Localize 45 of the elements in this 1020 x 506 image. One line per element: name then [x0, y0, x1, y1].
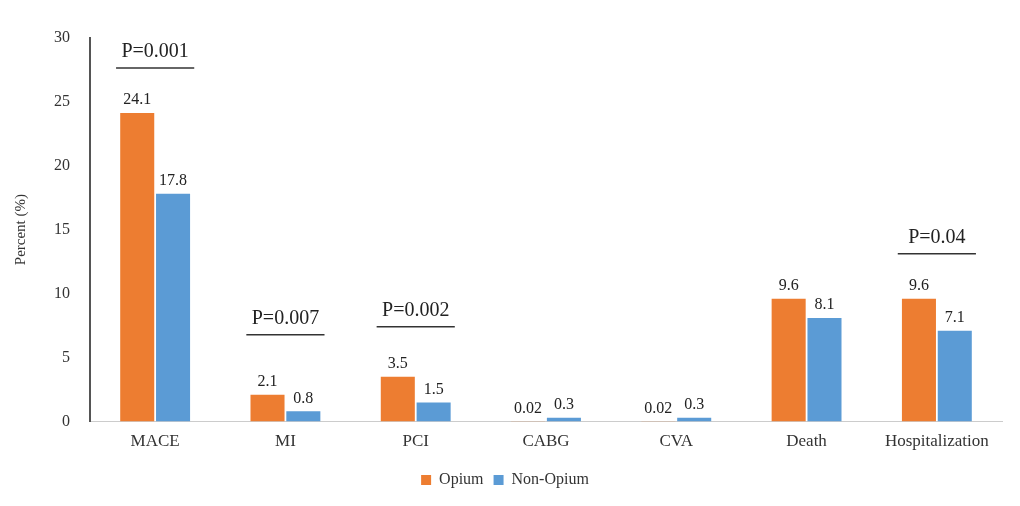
bar [380, 376, 415, 422]
x-tick-label: Hospitalization [884, 431, 990, 451]
legend-label: Non-Opium [511, 470, 590, 489]
bar [937, 330, 972, 422]
data-label: 0.02 [514, 398, 543, 416]
data-label: 3.5 [387, 354, 408, 371]
x-tick-label: MI [275, 431, 297, 451]
y-axis-title: Percent (%) [11, 193, 29, 266]
data-label: 0.02 [644, 398, 673, 416]
y-tick-label: 5 [62, 347, 70, 365]
data-label: 0.3 [684, 394, 705, 412]
x-tick-label: CVA [659, 431, 694, 451]
y-tick-label: 10 [54, 283, 70, 301]
data-label: 9.6 [908, 275, 929, 293]
data-label: 17.8 [159, 170, 188, 188]
data-label: 7.1 [944, 307, 965, 325]
annotation: P=0.001 [121, 39, 189, 62]
data-label: 1.5 [423, 379, 444, 397]
data-label: 24.1 [123, 90, 152, 108]
data-label: 0.3 [553, 394, 574, 412]
y-tick-label: 30 [54, 27, 70, 45]
bar [771, 298, 806, 422]
data-label: 8.1 [814, 295, 835, 313]
y-tick-label: 20 [54, 155, 70, 173]
y-tick-label: 0 [62, 411, 70, 429]
x-tick-label: PCI [402, 431, 430, 451]
bar [901, 298, 936, 422]
x-tick-label: CABG [522, 431, 570, 451]
annotation: P=0.002 [382, 298, 450, 321]
bar [120, 113, 155, 422]
bar [286, 411, 321, 422]
bar [250, 394, 285, 422]
bar [416, 402, 451, 422]
x-tick-label: Death [786, 431, 828, 451]
data-label: 9.6 [778, 275, 799, 293]
legend-label: Opium [439, 470, 485, 489]
data-label: 2.1 [257, 371, 278, 389]
annotation: P=0.007 [251, 305, 320, 328]
annotation: P=0.04 [908, 224, 966, 247]
bar [156, 193, 191, 422]
y-tick-label: 25 [54, 91, 70, 109]
bar [807, 317, 842, 422]
data-label: 0.8 [293, 388, 314, 406]
y-tick-label: 15 [54, 219, 70, 237]
x-tick-label: MACE [130, 431, 180, 451]
